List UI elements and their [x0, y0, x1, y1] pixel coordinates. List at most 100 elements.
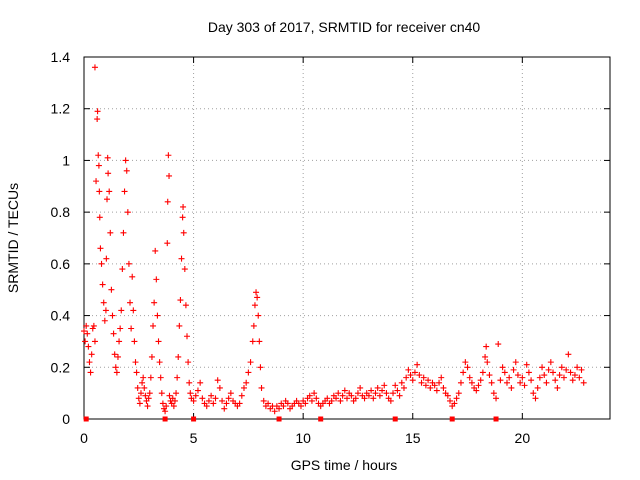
data-point — [499, 364, 506, 371]
data-point — [94, 116, 101, 123]
data-point — [352, 395, 359, 402]
data-point — [227, 390, 234, 397]
data-point — [182, 302, 189, 309]
data-point — [479, 369, 486, 376]
gridlines — [84, 57, 610, 419]
data-point — [436, 379, 443, 386]
data-point — [569, 377, 576, 384]
data-point — [95, 162, 102, 169]
data-point — [574, 364, 581, 371]
y-tick-label: 0 — [62, 411, 70, 427]
data-point — [221, 405, 228, 412]
data-point — [466, 374, 473, 381]
data-point — [89, 325, 96, 332]
data-point — [144, 403, 151, 410]
data-point — [532, 395, 539, 402]
data-point — [86, 359, 93, 366]
data-point — [120, 229, 127, 236]
data-point — [265, 400, 272, 407]
data-point — [139, 379, 146, 386]
data-point — [311, 390, 318, 397]
data-point — [512, 359, 519, 366]
data-point — [405, 366, 412, 373]
data-point — [503, 379, 510, 386]
data-point — [339, 392, 346, 399]
data-point — [184, 333, 191, 340]
data-point — [151, 299, 158, 306]
data-point — [543, 379, 550, 386]
data-point — [84, 330, 91, 337]
data-point — [464, 364, 471, 371]
data-point — [150, 322, 157, 329]
data-point — [187, 390, 194, 397]
y-tick-label: 1.4 — [51, 49, 71, 65]
data-point — [433, 387, 440, 394]
data-point — [130, 307, 137, 314]
data-point — [440, 384, 447, 391]
data-point — [194, 387, 201, 394]
data-point — [123, 167, 130, 174]
data-point — [335, 390, 342, 397]
data-point — [392, 382, 399, 389]
data-point — [370, 395, 377, 402]
data-point — [420, 374, 427, 381]
data-point — [416, 372, 423, 379]
data-point — [556, 372, 563, 379]
data-point — [552, 377, 559, 384]
data-point — [185, 359, 192, 366]
data-point — [550, 369, 557, 376]
data-point — [178, 255, 185, 262]
data-point — [427, 384, 434, 391]
data-point — [82, 338, 89, 345]
data-point — [175, 353, 182, 360]
data-point — [91, 338, 98, 345]
data-point — [104, 196, 111, 203]
zero-marker — [392, 416, 398, 422]
data-point — [238, 392, 245, 399]
data-point — [536, 374, 543, 381]
data-point — [107, 229, 114, 236]
data-point — [571, 372, 578, 379]
data-point — [225, 395, 232, 402]
data-point — [254, 294, 261, 301]
data-point — [490, 390, 497, 397]
data-point — [99, 281, 106, 288]
data-point — [387, 397, 394, 404]
data-point — [98, 260, 105, 267]
data-point — [83, 322, 90, 329]
data-point — [216, 384, 223, 391]
y-tick-label: 0.8 — [51, 204, 71, 220]
data-point — [203, 403, 210, 410]
y-axis-label: SRMTID / TECUs — [5, 183, 21, 293]
chart-title: Day 303 of 2017, SRMTID for receiver cn4… — [208, 19, 481, 35]
data-point — [258, 384, 265, 391]
data-point — [528, 377, 535, 384]
data-point — [97, 245, 104, 252]
x-tick-label: 10 — [295, 430, 311, 446]
data-point — [414, 361, 421, 368]
data-point — [96, 188, 103, 195]
data-point — [348, 392, 355, 399]
data-point — [240, 384, 247, 391]
data-point — [398, 379, 405, 386]
data-point — [118, 307, 125, 314]
y-tick-label: 0.2 — [51, 359, 71, 375]
data-point — [400, 384, 407, 391]
data-point — [451, 400, 458, 407]
data-point — [374, 384, 381, 391]
data-point — [137, 390, 144, 397]
data-point — [132, 359, 139, 366]
data-point — [460, 369, 467, 376]
data-point — [495, 341, 502, 348]
data-point — [104, 154, 111, 161]
data-point — [425, 377, 432, 384]
data-point — [486, 372, 493, 379]
data-point — [247, 359, 254, 366]
data-point — [260, 397, 267, 404]
data-point — [94, 108, 101, 115]
data-point — [306, 392, 313, 399]
data-point — [145, 395, 152, 402]
x-tick-label: 0 — [80, 430, 88, 446]
data-point — [525, 369, 532, 376]
data-point — [152, 247, 159, 254]
